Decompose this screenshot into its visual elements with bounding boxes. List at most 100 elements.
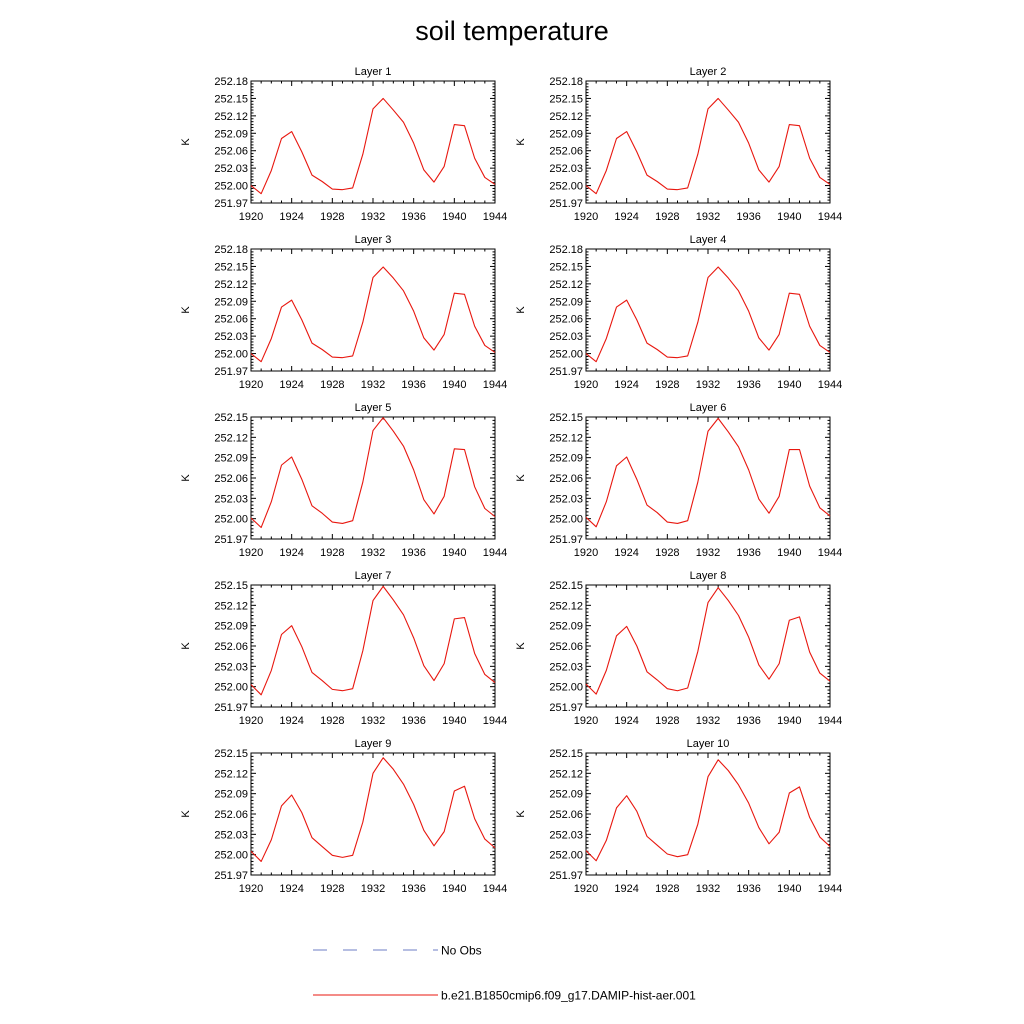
x-tick-label: 1940: [442, 715, 466, 727]
y-tick-label: 252.09: [214, 621, 248, 633]
x-tick-label: 1920: [239, 715, 263, 727]
x-tick-label: 1924: [279, 715, 303, 727]
x-tick-label: 1940: [777, 379, 801, 391]
legend: No Obs b.e21.B1850cmip6.f09_g17.DAMIP-hi…: [313, 944, 696, 1003]
series-line: [585, 759, 831, 862]
x-tick-label: 1944: [483, 379, 507, 391]
y-tick-label: 252.12: [214, 279, 248, 291]
x-tick-label: 1936: [401, 379, 425, 391]
y-tick-label: 252.03: [214, 493, 248, 505]
x-tick-label: 1928: [320, 715, 344, 727]
y-tick-label: 252.06: [549, 473, 583, 485]
series-line: [250, 757, 496, 862]
y-tick-label: 252.18: [214, 244, 248, 256]
y-tick-label: 252.15: [549, 748, 583, 760]
x-tick-label: 1936: [736, 211, 760, 223]
panel-title: Layer 3: [355, 234, 392, 246]
y-tick-label: 252.18: [214, 76, 248, 88]
x-tick-label: 1936: [736, 379, 760, 391]
y-tick-label: 252.00: [214, 349, 248, 361]
y-tick-label: 251.97: [549, 870, 583, 882]
y-tick-label: 252.09: [214, 453, 248, 465]
y-tick-label: 252.12: [214, 432, 248, 444]
series-line: [585, 97, 831, 195]
x-tick-label: 1920: [239, 379, 263, 391]
y-tick-label: 252.12: [549, 279, 583, 291]
y-tick-label: 252.12: [549, 432, 583, 444]
y-tick-label: 252.15: [549, 580, 583, 592]
y-tick-label: 251.97: [214, 366, 248, 378]
series-line: [585, 417, 831, 528]
y-tick-label: 252.09: [549, 621, 583, 633]
x-tick-label: 1928: [655, 379, 679, 391]
x-tick-label: 1920: [574, 883, 598, 895]
x-tick-label: 1940: [442, 211, 466, 223]
y-axis-label: K: [180, 306, 192, 314]
y-tick-label: 252.00: [549, 682, 583, 694]
series-line: [250, 97, 496, 195]
panel-title: Layer 6: [690, 402, 727, 414]
x-tick-label: 1928: [320, 379, 344, 391]
x-tick-label: 1924: [614, 715, 638, 727]
y-tick-label: 252.18: [549, 244, 583, 256]
y-axis-label: K: [180, 138, 192, 146]
series-line: [585, 587, 831, 695]
y-tick-label: 252.15: [214, 93, 248, 105]
figure-title: soil temperature: [415, 16, 609, 46]
y-tick-label: 252.12: [549, 768, 583, 780]
panel-title: Layer 1: [355, 66, 392, 78]
x-tick-label: 1944: [483, 883, 507, 895]
x-tick-label: 1928: [655, 715, 679, 727]
y-tick-label: 251.97: [214, 702, 248, 714]
x-tick-label: 1924: [614, 547, 638, 559]
x-tick-label: 1936: [736, 547, 760, 559]
x-tick-label: 1932: [361, 883, 385, 895]
x-tick-label: 1936: [736, 883, 760, 895]
panel-title: Layer 4: [690, 234, 727, 246]
y-tick-label: 252.06: [549, 146, 583, 158]
x-tick-label: 1944: [818, 547, 842, 559]
x-tick-label: 1920: [239, 883, 263, 895]
x-tick-label: 1932: [361, 379, 385, 391]
y-tick-label: 252.09: [214, 789, 248, 801]
x-tick-label: 1944: [818, 379, 842, 391]
y-tick-label: 252.00: [214, 514, 248, 526]
y-tick-label: 252.15: [549, 261, 583, 273]
y-tick-label: 251.97: [214, 870, 248, 882]
x-tick-label: 1944: [818, 211, 842, 223]
x-tick-label: 1920: [239, 211, 263, 223]
series-line: [250, 266, 496, 363]
y-tick-label: 252.03: [549, 661, 583, 673]
x-tick-label: 1924: [614, 211, 638, 223]
y-axis-label: K: [515, 810, 527, 818]
y-tick-label: 252.06: [214, 809, 248, 821]
panel-layer-4: Layer 4 K 251.97 252.00 252.03 252.06 252.09 25…: [515, 234, 842, 391]
x-tick-label: 1932: [696, 211, 720, 223]
panel-layer-6: Layer 6 K 251.97 252.00 252.03 252.06 252.09 25…: [515, 402, 842, 559]
x-tick-label: 1944: [818, 883, 842, 895]
x-tick-label: 1928: [320, 211, 344, 223]
x-tick-label: 1932: [696, 715, 720, 727]
panels: Layer 1 K 251.97 252.00 252.03 252.06 252.09 25…: [180, 66, 842, 895]
y-tick-label: 252.00: [214, 850, 248, 862]
x-tick-label: 1936: [401, 211, 425, 223]
x-tick-label: 1920: [574, 715, 598, 727]
y-tick-label: 252.03: [549, 331, 583, 343]
series-line: [250, 417, 496, 529]
y-tick-label: 252.15: [549, 412, 583, 424]
x-tick-label: 1932: [696, 547, 720, 559]
y-tick-label: 252.03: [214, 661, 248, 673]
y-tick-label: 251.97: [549, 702, 583, 714]
y-tick-label: 252.15: [214, 748, 248, 760]
y-tick-label: 252.03: [549, 829, 583, 841]
x-tick-label: 1924: [279, 211, 303, 223]
y-axis-label: K: [180, 642, 192, 650]
panel-title: Layer 2: [690, 66, 727, 78]
panel-layer-2: Layer 2 K 251.97 252.00 252.03 252.06 252.09 25…: [515, 66, 842, 223]
x-tick-label: 1940: [777, 547, 801, 559]
x-tick-label: 1928: [320, 883, 344, 895]
y-axis-label: K: [515, 306, 527, 314]
y-tick-label: 252.09: [214, 296, 248, 308]
y-tick-label: 252.12: [214, 111, 248, 123]
